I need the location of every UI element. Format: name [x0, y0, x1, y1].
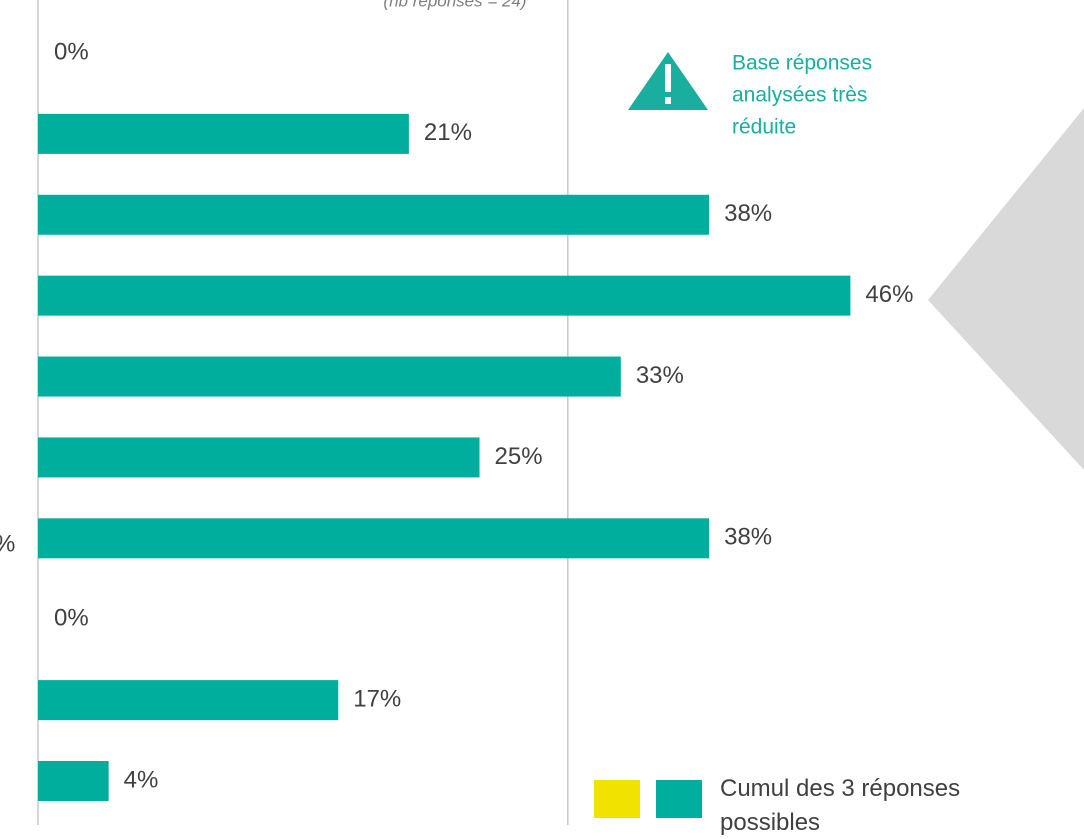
- bar: [38, 356, 621, 397]
- bar: [38, 680, 339, 721]
- value-label: 4%: [124, 766, 159, 793]
- value-label: 21%: [424, 119, 472, 146]
- legend-swatch: [594, 780, 640, 818]
- warning-mark: [665, 64, 671, 92]
- warning-dot: [665, 97, 671, 104]
- legend-swatch: [656, 780, 702, 818]
- value-label: 0%: [54, 605, 89, 632]
- warning-text: réduite: [732, 116, 796, 139]
- legend-label: Cumul des 3 réponses possibles: [720, 775, 961, 836]
- value-label: 33%: [636, 362, 684, 389]
- bar: [38, 761, 109, 801]
- value-label: 38%: [724, 200, 772, 227]
- bar: [38, 194, 710, 235]
- subtitle: (nb réponses = 24): [383, 0, 526, 10]
- value-label: 0%: [54, 38, 89, 65]
- callout-shape: [928, 108, 1084, 470]
- cut-label: %: [0, 530, 15, 557]
- bar: [38, 437, 480, 478]
- value-label: 38%: [724, 524, 772, 551]
- bar: [38, 113, 409, 154]
- value-label: 17%: [353, 685, 401, 712]
- warning-text: Base réponses: [732, 52, 872, 75]
- value-label: 46%: [865, 281, 913, 308]
- bar: [38, 518, 710, 559]
- value-label: 25%: [495, 443, 543, 470]
- warning-text: analysées très: [732, 84, 867, 107]
- bar: [38, 275, 851, 316]
